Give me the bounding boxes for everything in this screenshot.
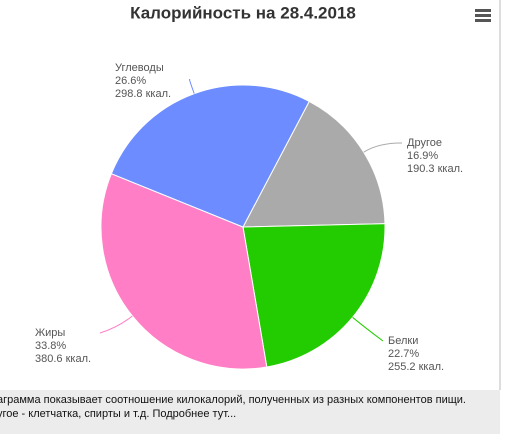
slice-percent: 16.9% — [407, 150, 438, 162]
menu-button[interactable] — [475, 9, 491, 22]
chart: Калорийность на 28.4.2018 Другое16.9%190… — [35, 0, 501, 390]
leader-line — [99, 315, 133, 334]
footer: аграмма показывает соотношение килокалор… — [0, 390, 500, 434]
slice-kcal: 298.8 ккал. — [115, 88, 171, 100]
footer-line: угое - клетчатка, спирты и т.д. Подробне… — [0, 408, 237, 420]
leader-line — [189, 78, 195, 94]
slice-percent: 33.8% — [35, 340, 66, 352]
slice-percent: 26.6% — [115, 75, 146, 87]
leader-line — [352, 316, 384, 342]
leader-line — [363, 142, 403, 153]
pie-slice — [242, 223, 386, 368]
slice-percent: 22.7% — [388, 348, 419, 360]
footer-line: аграмма показывает соотношение килокалор… — [0, 394, 466, 406]
pie-slice — [100, 173, 268, 370]
pie-slice — [110, 84, 310, 228]
slice-kcal: 190.3 ккал. — [407, 163, 463, 175]
pie-slice — [242, 100, 386, 228]
slice-label: Жиры — [35, 327, 65, 339]
slice-label: Углеводы — [115, 62, 164, 74]
slice-label: Белки — [388, 335, 418, 347]
slice-kcal: 380.6 ккал. — [35, 353, 91, 365]
chart-title: Калорийность на 28.4.2018 — [130, 3, 356, 22]
slice-label: Другое — [407, 137, 442, 149]
slice-kcal: 255.2 ккал. — [388, 361, 444, 373]
